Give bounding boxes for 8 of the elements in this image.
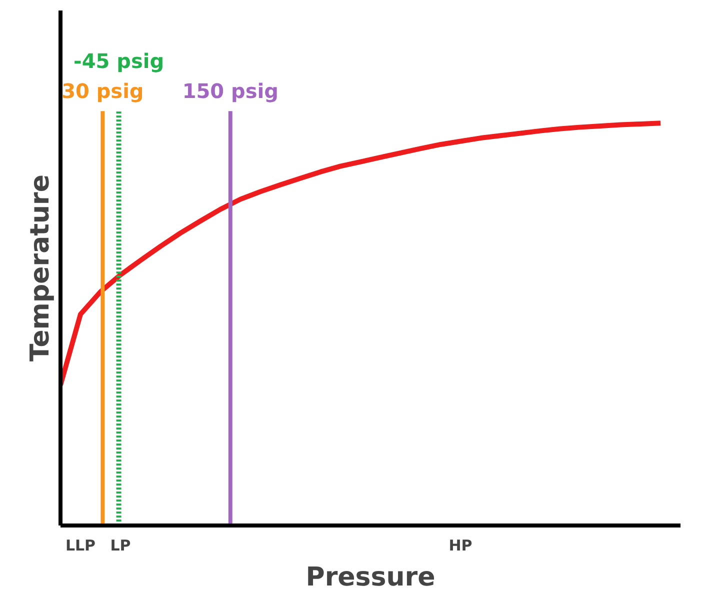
y-axis-title: Temperature	[26, 174, 56, 362]
text: -45 psig	[74, 48, 164, 73]
x-tick-label: HP	[448, 536, 472, 554]
x-tick-label: LLP	[65, 536, 96, 554]
text: 150 psig	[182, 79, 278, 104]
x-tick-label: LP	[110, 536, 131, 554]
x-axis-title: Pressure	[306, 562, 436, 592]
text: 30 psig	[62, 79, 144, 104]
